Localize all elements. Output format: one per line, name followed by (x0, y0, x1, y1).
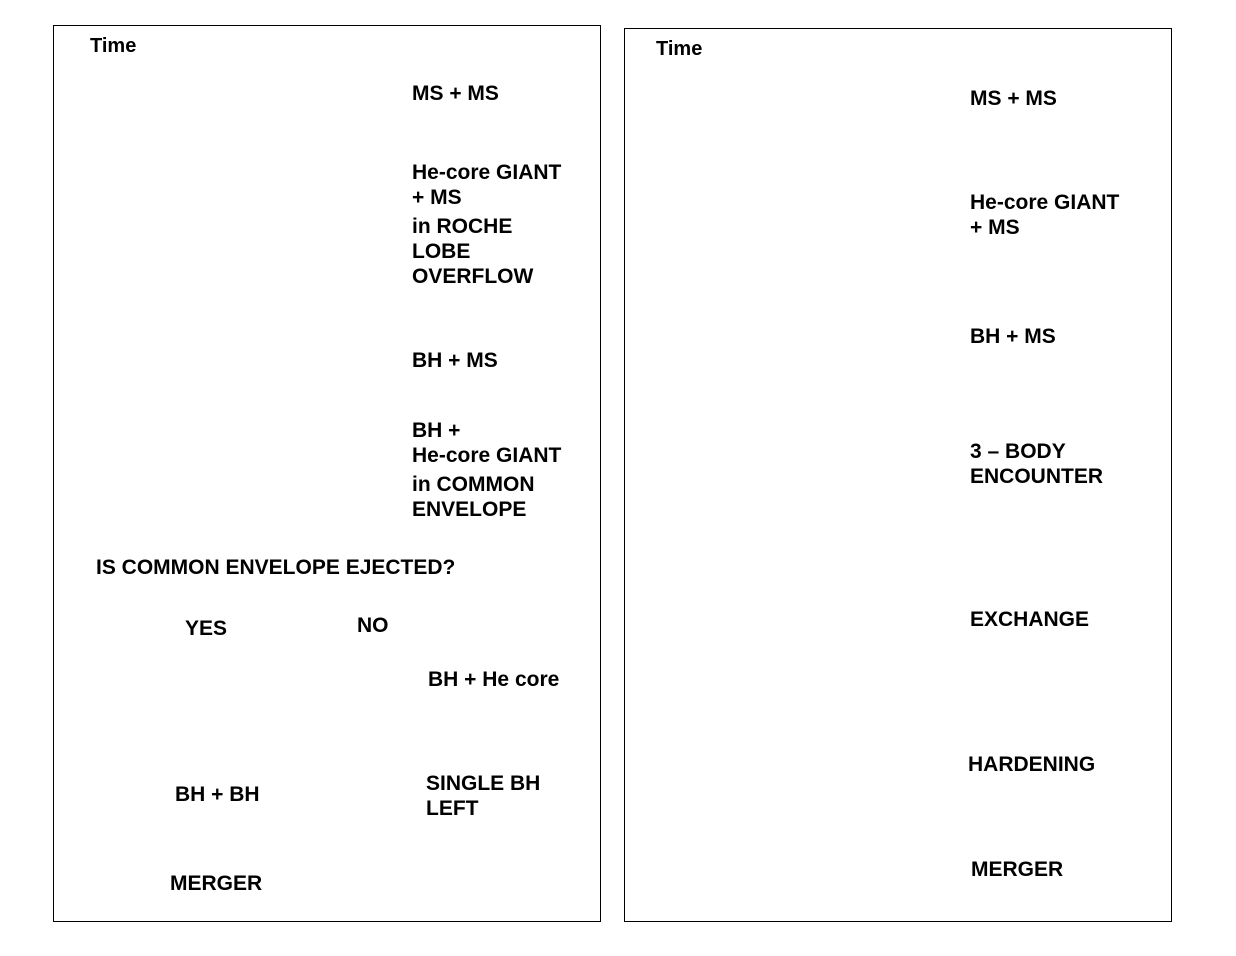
label-yes: YES (185, 617, 228, 640)
label-common-envelope: BH + He-core GIANT in COMMON ENVELOPE (412, 419, 562, 521)
label-single-bh-left: SINGLE BH LEFT (426, 772, 541, 820)
label-three-body-encounter: 3 – BODY ENCOUNTER (970, 440, 1104, 488)
right-panel (624, 28, 1172, 922)
left-time-label: Time (90, 35, 137, 57)
label-no: NO (357, 614, 389, 637)
label-bh-he-core: BH + He core (428, 668, 560, 691)
left-panel (53, 25, 601, 922)
label-hardening: HARDENING (968, 753, 1096, 776)
label-merger-right: MERGER (971, 858, 1064, 881)
label-bh-bh: BH + BH (175, 783, 260, 806)
label-right-ms-ms: MS + MS (970, 87, 1057, 110)
question-envelope-ejected: IS COMMON ENVELOPE EJECTED? (96, 556, 456, 579)
label-right-bh-ms: BH + MS (970, 325, 1056, 348)
label-right-giant-ms: He-core GIANT + MS (970, 191, 1120, 239)
label-ms-ms: MS + MS (412, 82, 499, 105)
right-time-label: Time (656, 38, 703, 60)
label-merger-left: MERGER (170, 872, 263, 895)
label-bh-ms: BH + MS (412, 349, 498, 372)
label-exchange: EXCHANGE (970, 608, 1090, 631)
label-roche-lobe-overflow: He-core GIANT + MS in ROCHE LOBE OVERFLO… (412, 161, 562, 288)
